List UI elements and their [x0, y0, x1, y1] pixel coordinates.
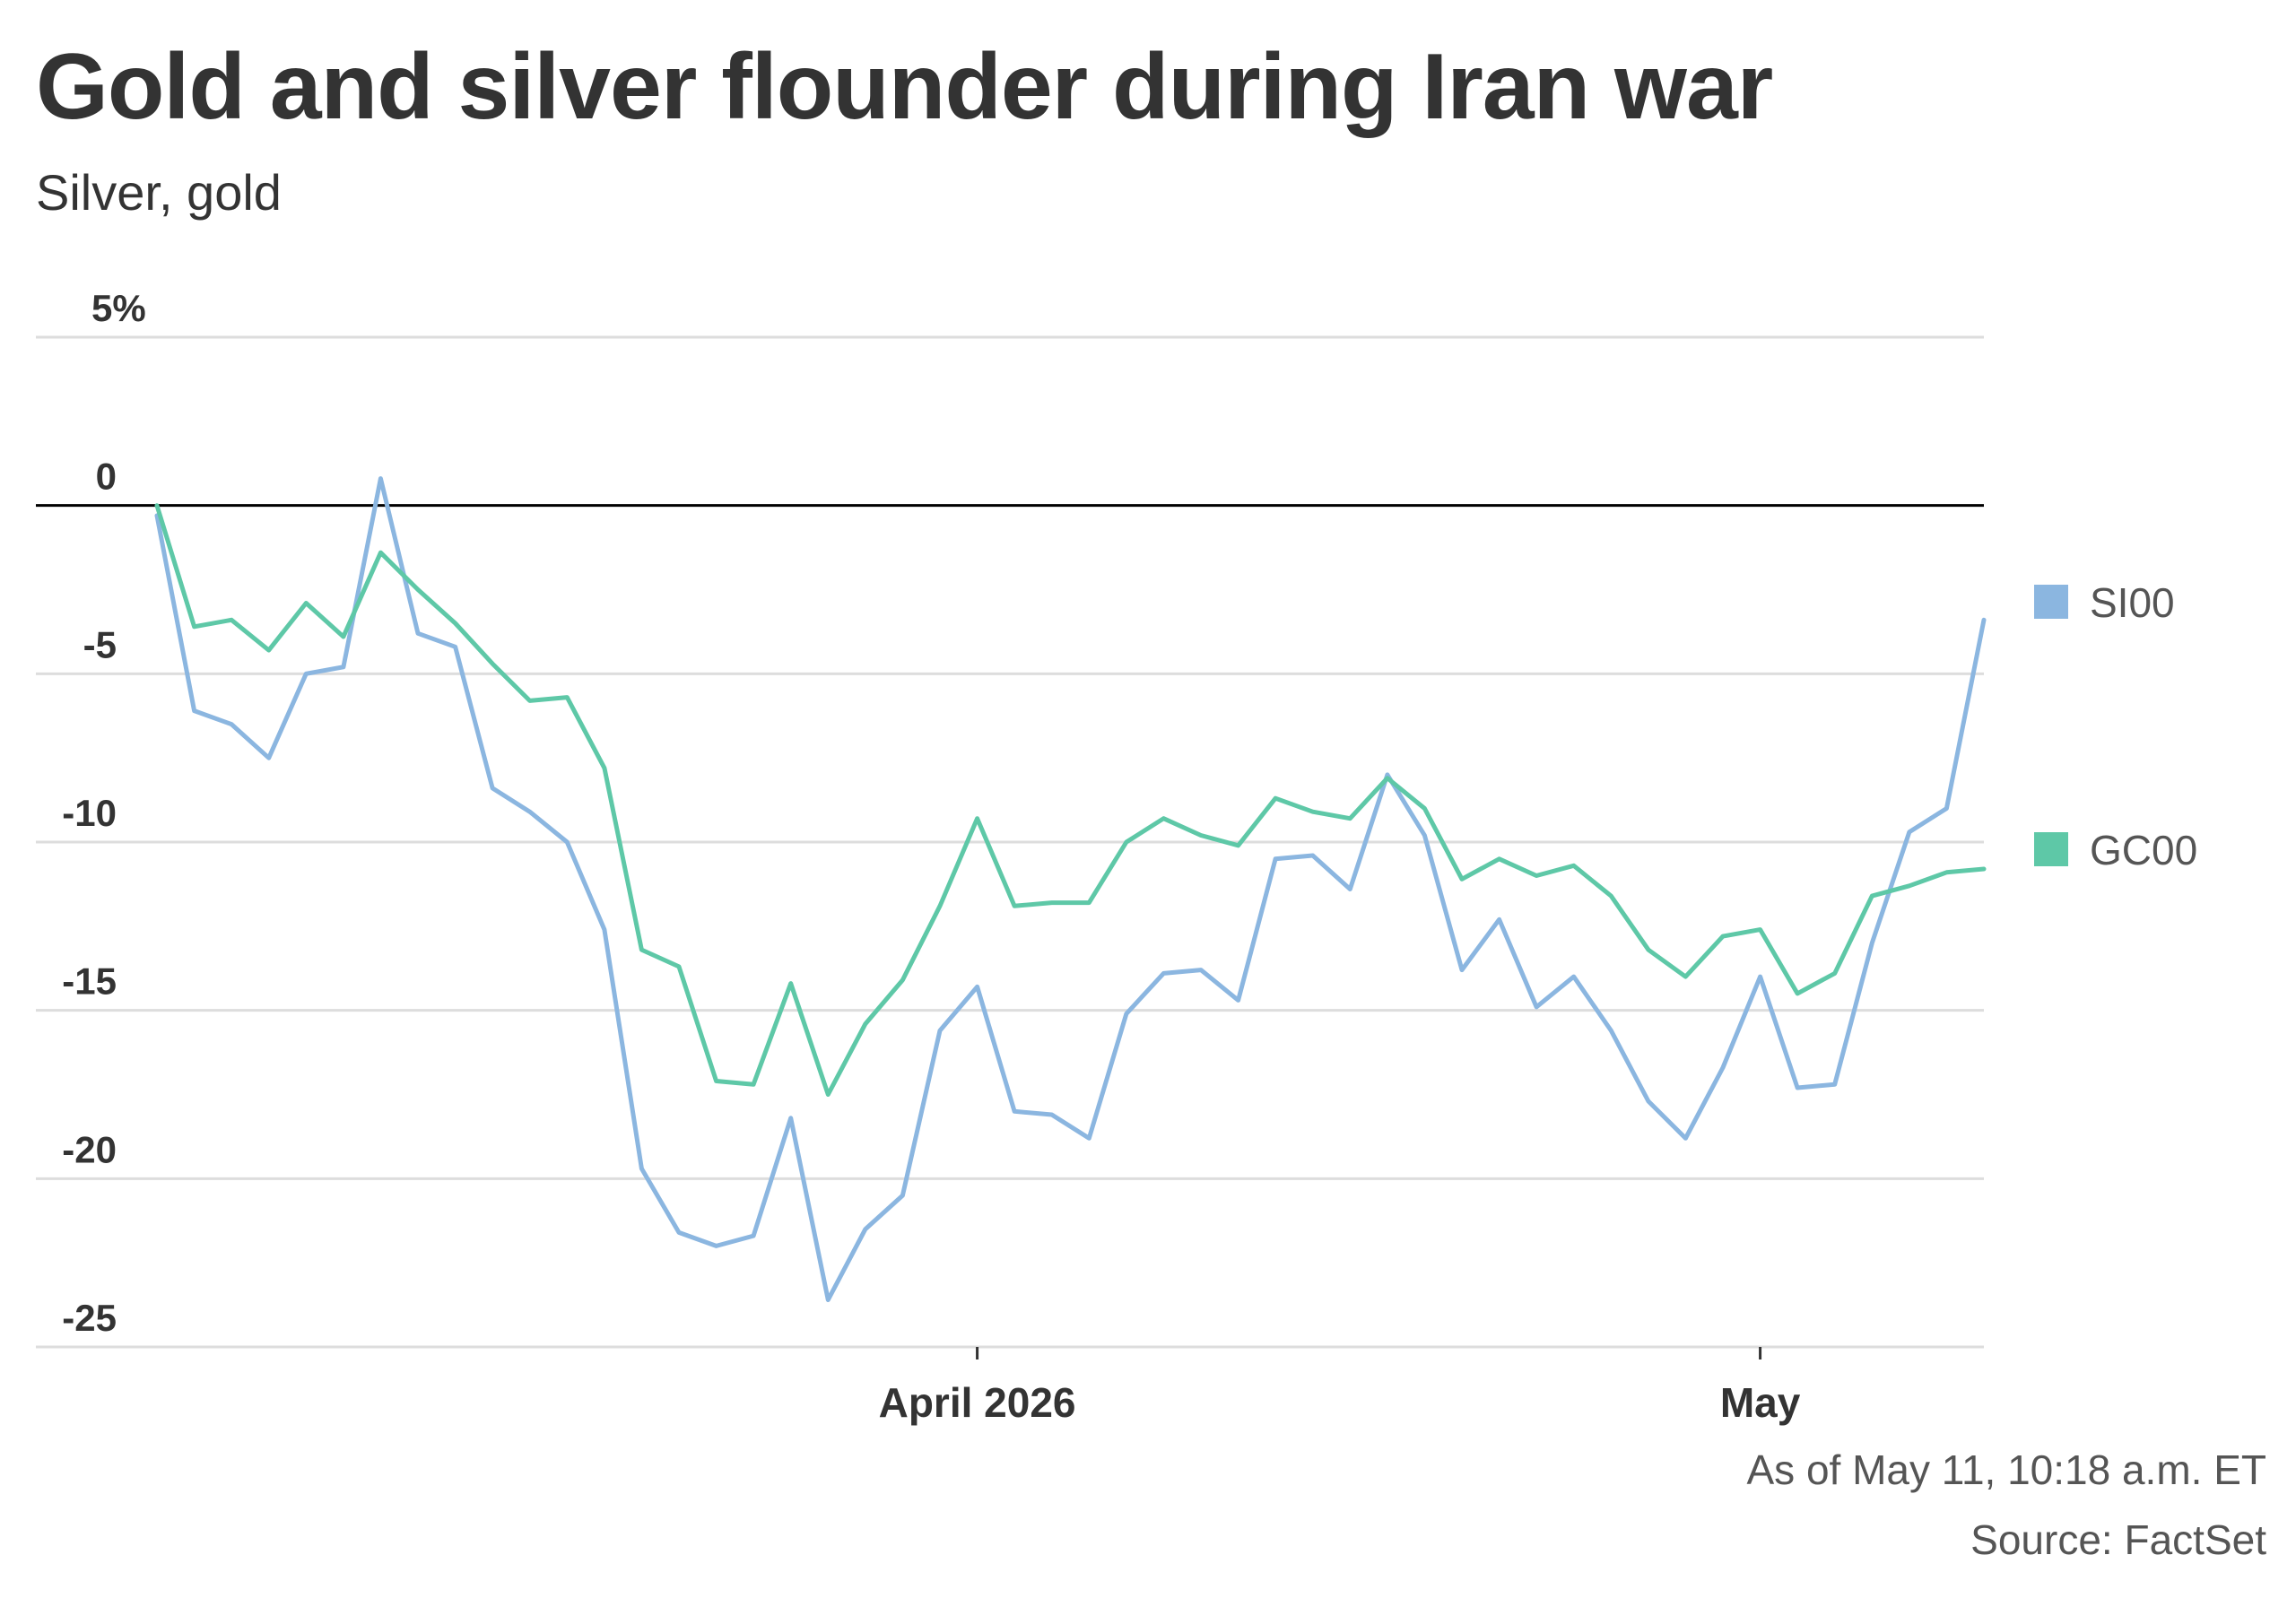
- legend-label-gc00: GC00: [2090, 827, 2197, 873]
- legend-label-si00: SI00: [2090, 579, 2175, 626]
- x-tick-label: April 2026: [879, 1379, 1076, 1426]
- series-line-si00: [154, 476, 1987, 1302]
- chart-subtitle: Silver, gold: [36, 164, 282, 221]
- y-tick-label: 0: [96, 456, 117, 498]
- y-tick-label: -10: [62, 792, 117, 834]
- y-tick-label: -15: [62, 960, 117, 1003]
- series-lines: [154, 476, 1987, 1302]
- grid-lines: [36, 335, 1984, 1349]
- y-tick-label: -25: [62, 1297, 117, 1339]
- legend-swatch-gc00: [2034, 832, 2068, 866]
- as-of-note: As of May 11, 10:18 a.m. ET: [1746, 1446, 2266, 1493]
- chart-title: Gold and silver flounder during Iran war: [36, 35, 1773, 139]
- source-note: Source: FactSet: [1970, 1516, 2266, 1563]
- x-tick-label: May: [1720, 1379, 1801, 1426]
- legend-swatch-si00: [2034, 585, 2068, 619]
- y-tick-label: -5: [83, 623, 117, 665]
- y-tick-label: 5%: [91, 287, 146, 329]
- y-tick-label: -20: [62, 1128, 117, 1170]
- legend: SI00 GC00: [2034, 579, 2197, 873]
- y-axis-labels: 5% 0 -5 -10 -15 -20 -25: [62, 287, 145, 1339]
- series-line-gc00: [154, 503, 1987, 1097]
- x-axis: April 2026 May: [879, 1347, 1801, 1426]
